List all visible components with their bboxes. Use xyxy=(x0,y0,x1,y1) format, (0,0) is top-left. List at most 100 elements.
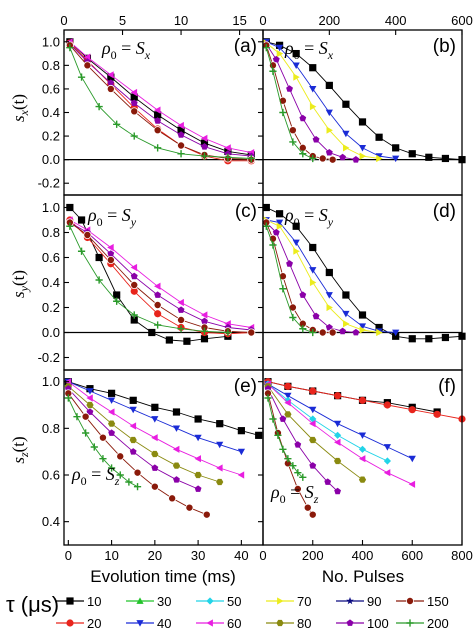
data-point xyxy=(107,71,114,79)
legend-item-70: 70 xyxy=(266,594,311,609)
data-point xyxy=(325,323,333,331)
data-point xyxy=(151,434,158,442)
y-tick-label: -0.2 xyxy=(38,176,60,191)
data-point xyxy=(325,268,333,277)
legend-label: 70 xyxy=(297,594,311,609)
legend-label: 50 xyxy=(227,594,241,609)
x-tick-label: 40 xyxy=(234,548,248,563)
legend-label: 150 xyxy=(427,594,449,609)
y-tick-label: 0.8 xyxy=(42,225,60,240)
data-point xyxy=(358,311,367,319)
y-tick-label: 1.0 xyxy=(42,374,60,389)
data-point xyxy=(154,144,162,152)
series-60 xyxy=(66,216,255,332)
data-point xyxy=(309,420,316,428)
x-tick-label: 20 xyxy=(148,548,162,563)
panel-label: (b) xyxy=(433,36,456,57)
data-point xyxy=(289,462,297,470)
series-60 xyxy=(66,38,255,157)
series-200 xyxy=(262,44,317,163)
data-point xyxy=(309,436,317,444)
data-point xyxy=(284,411,292,418)
panel-d: (d) ρ0 = Sy xyxy=(262,194,466,371)
data-point xyxy=(441,154,450,163)
series-200 xyxy=(264,394,307,481)
data-point xyxy=(342,291,350,299)
data-point xyxy=(77,247,86,255)
data-point xyxy=(325,109,333,117)
data-point xyxy=(279,108,287,117)
data-point xyxy=(151,450,159,458)
data-point xyxy=(107,73,115,81)
data-point xyxy=(83,53,91,61)
data-point xyxy=(83,230,92,239)
data-point xyxy=(107,464,116,472)
data-point xyxy=(269,67,277,75)
series-200 xyxy=(262,222,317,337)
data-point xyxy=(216,441,224,449)
y-tick-label: 0.6 xyxy=(42,468,60,483)
data-point xyxy=(107,250,115,257)
legend-marker xyxy=(206,597,214,605)
data-point xyxy=(224,144,231,152)
data-point xyxy=(286,85,293,92)
y-tick-label: 0.6 xyxy=(42,250,60,265)
legend-item-100: 100 xyxy=(336,616,389,631)
series-40 xyxy=(262,217,400,337)
data-point xyxy=(130,311,138,319)
data-point xyxy=(129,422,137,430)
data-point xyxy=(177,141,186,150)
data-point xyxy=(151,416,159,423)
data-point xyxy=(358,455,366,463)
data-point xyxy=(129,396,137,404)
data-point xyxy=(292,222,300,230)
series-100 xyxy=(262,218,360,336)
data-point xyxy=(339,327,346,335)
data-point xyxy=(375,133,383,141)
data-point xyxy=(113,120,121,128)
data-point xyxy=(108,429,115,436)
series-150 xyxy=(263,389,317,519)
x-tick-top-label: 15 xyxy=(232,13,246,28)
data-point xyxy=(359,326,367,334)
data-point xyxy=(309,278,317,287)
data-point xyxy=(95,103,103,111)
series-70 xyxy=(263,216,383,337)
data-point xyxy=(309,406,317,414)
data-point xyxy=(284,382,292,390)
data-point xyxy=(202,510,211,519)
series-line xyxy=(68,381,242,476)
data-point xyxy=(224,153,232,161)
data-point xyxy=(129,436,137,444)
data-point xyxy=(334,420,342,428)
data-point xyxy=(309,64,317,72)
x-tick-label: 30 xyxy=(191,548,205,563)
x-tick-label: 0 xyxy=(65,548,72,563)
y-tick-label: 0.0 xyxy=(42,325,60,340)
data-point xyxy=(237,448,245,456)
data-point xyxy=(299,291,307,298)
series-200 xyxy=(64,394,142,491)
x-tick-top-label: 400 xyxy=(385,13,407,28)
data-point xyxy=(130,88,138,97)
series-line xyxy=(69,41,252,154)
y-tick-label: 1.0 xyxy=(42,34,60,49)
data-point xyxy=(309,462,317,469)
data-point xyxy=(425,335,433,343)
series-line xyxy=(265,47,313,159)
legend-marker xyxy=(346,597,354,605)
legend-marker xyxy=(405,597,414,606)
data-point xyxy=(309,267,317,274)
panel-e: 0.4 0.6 0.8 1.0 0 10 20 30 40 (e) ρ0 = Sz xyxy=(42,369,264,563)
data-point xyxy=(383,469,391,477)
data-point xyxy=(200,134,208,142)
data-point xyxy=(408,480,416,488)
data-point xyxy=(376,328,383,337)
series-line xyxy=(69,43,252,157)
data-point xyxy=(299,114,307,122)
data-point xyxy=(151,464,159,471)
data-point xyxy=(133,468,142,477)
initial-state-annotation: ρ0 = Sy xyxy=(87,205,137,229)
x-tick-top-label: 0 xyxy=(259,13,266,28)
data-point xyxy=(299,150,307,158)
